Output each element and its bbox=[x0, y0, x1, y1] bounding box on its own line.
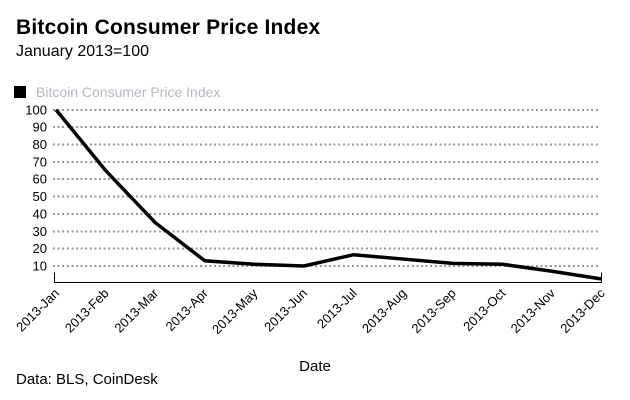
legend: Bitcoin Consumer Price Index bbox=[14, 84, 220, 100]
y-axis-tick-label: 40 bbox=[33, 206, 47, 221]
source-credit: Data: BLS, CoinDesk bbox=[16, 371, 158, 388]
x-axis-tick-label: 2013-Nov bbox=[508, 285, 559, 336]
y-axis-tick-label: 10 bbox=[33, 259, 47, 274]
x-axis-tick-label: 2013-Apr bbox=[162, 285, 211, 334]
legend-series-label: Bitcoin Consumer Price Index bbox=[36, 84, 221, 100]
y-axis-tick-label: 20 bbox=[33, 241, 47, 256]
legend-swatch-icon bbox=[14, 86, 26, 98]
chart-title: Bitcoin Consumer Price Index bbox=[16, 16, 321, 39]
x-axis-tick-label: 2013-Jul bbox=[314, 285, 360, 331]
x-axis-tick-label: 2013-Jan bbox=[13, 286, 62, 335]
y-axis-tick-label: 60 bbox=[33, 172, 47, 187]
y-axis-tick-label: 50 bbox=[33, 189, 47, 204]
x-axis-tick-label: 2013-Mar bbox=[111, 285, 161, 335]
data-line-bitcoin-consumer-price-index bbox=[54, 108, 602, 281]
y-axis-tick-label: 70 bbox=[33, 154, 47, 169]
y-axis-tick-label: 90 bbox=[33, 120, 47, 135]
x-axis-tick-label: 2013-May bbox=[209, 285, 261, 337]
x-axis-tick-label: 2013-Jun bbox=[261, 286, 310, 335]
y-axis-tick-label: 80 bbox=[33, 137, 47, 152]
x-axis-tick-label: 2013-Oct bbox=[460, 285, 509, 334]
y-axis-tick-label: 30 bbox=[33, 224, 47, 239]
x-axis-tick-label: 2013-Sep bbox=[408, 286, 458, 336]
y-axis-tick-label: 100 bbox=[25, 102, 47, 117]
x-axis-tick-label: 2013-Dec bbox=[557, 285, 608, 336]
chart-subtitle: January 2013=100 bbox=[16, 43, 149, 60]
x-axis-tick-label: 2013-Aug bbox=[359, 286, 409, 336]
x-axis-title: Date bbox=[299, 358, 331, 375]
x-axis-tick-label: 2013-Feb bbox=[62, 286, 112, 336]
